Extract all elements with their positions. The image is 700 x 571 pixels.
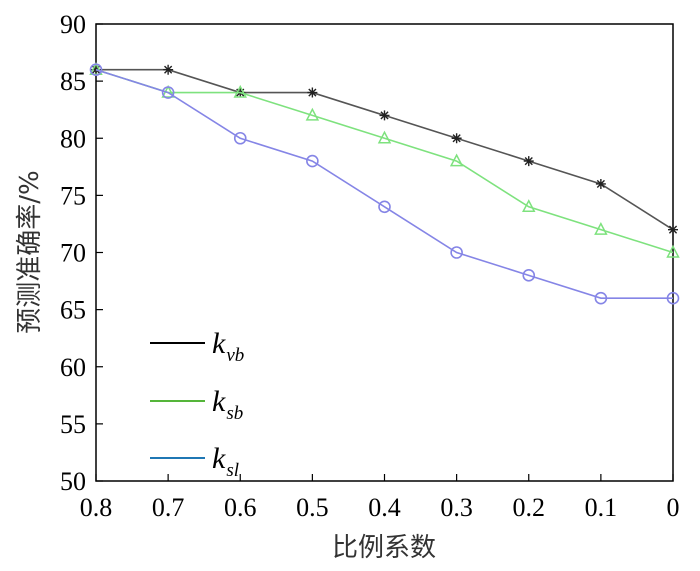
series-line-sl: [95, 68, 673, 300]
data-point-vb: [451, 133, 462, 144]
data-point-vb: [523, 156, 534, 167]
legend-label: ksb: [212, 385, 243, 424]
series-line-vb: [96, 68, 674, 231]
data-point-vb: [595, 178, 606, 189]
data-point-sb: [377, 130, 392, 144]
data-point-sb: [233, 84, 247, 98]
legend-item-sl: ksl: [150, 442, 239, 481]
data-point-sl: [378, 200, 391, 214]
legend-item-vb: kvb: [150, 327, 244, 366]
y-tick-label: 70: [60, 239, 86, 268]
data-point-sl: [89, 63, 103, 76]
x-tick-label: 0.3: [440, 493, 473, 522]
x-tick-label: 0.7: [152, 493, 185, 522]
x-axis-ticks: 0.8 0.7 0.6 0.5 0.4 0.3 0.2 0.1 0: [80, 474, 680, 522]
x-tick-label: 0.8: [80, 493, 113, 522]
series-sb: [89, 62, 680, 258]
data-point-vb: [307, 87, 318, 98]
x-tick-label: 0.5: [296, 493, 329, 522]
data-point-vb: [379, 110, 390, 121]
y-tick-label: 80: [60, 124, 86, 153]
x-tick-label: 0.2: [513, 493, 546, 522]
data-point-vb: [163, 64, 174, 75]
y-tick-label: 85: [60, 67, 86, 96]
data-point-sb: [89, 62, 103, 75]
data-point-sl: [522, 269, 536, 282]
legend: kvb ksb ksl: [150, 327, 244, 481]
data-point-sb: [522, 199, 536, 213]
x-tick-label: 0.4: [368, 493, 401, 522]
data-point-sb: [666, 244, 680, 258]
data-point-sb: [449, 153, 464, 167]
series-line-sb: [95, 68, 674, 254]
series-sl: [89, 63, 680, 305]
series-layer: [89, 62, 680, 305]
data-point-sl: [594, 291, 608, 305]
y-tick-label: 65: [60, 296, 86, 325]
y-tick-label: 50: [60, 467, 86, 496]
data-point-vb: [668, 224, 678, 235]
data-point-sb: [305, 107, 320, 121]
legend-label: ksl: [212, 442, 239, 481]
y-tick-label: 90: [60, 10, 86, 39]
data-point-sb: [594, 222, 608, 235]
data-point-sl: [233, 131, 247, 145]
legend-item-sb: ksb: [150, 385, 243, 424]
x-tick-label: 0.6: [224, 493, 257, 522]
legend-label: kvb: [212, 327, 244, 366]
data-point-sl: [666, 291, 680, 305]
y-tick-label: 75: [60, 181, 86, 210]
y-tick-label: 55: [60, 410, 86, 439]
data-point-sl: [306, 154, 319, 168]
data-point-sl: [450, 246, 463, 259]
x-tick-label: 0: [667, 493, 680, 522]
data-point-sl: [161, 86, 175, 99]
series-vb: [91, 64, 678, 235]
y-axis-ticks: 50 55 60 65 70 75 80 85 90: [60, 10, 103, 496]
y-tick-label: 60: [60, 353, 86, 382]
x-axis-title: 比例系数: [332, 533, 436, 563]
x-tick-label: 0.1: [585, 493, 618, 522]
y-axis-title: 预测准确率/%: [15, 170, 45, 333]
